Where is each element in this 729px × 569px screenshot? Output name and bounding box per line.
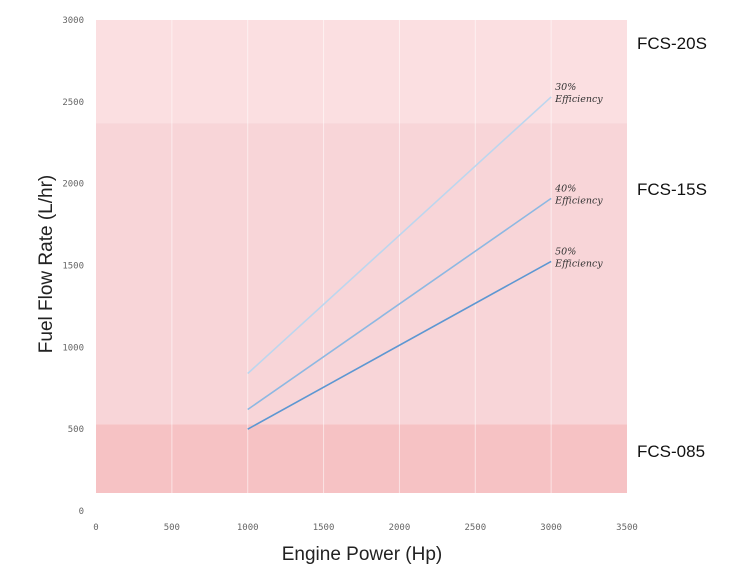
x-tick-label-6: 3000	[540, 523, 562, 533]
x-tick-label-2: 1000	[237, 523, 259, 533]
band-label-1: FCS-15S	[637, 180, 707, 199]
x-tick-label-1: 500	[164, 523, 180, 533]
efficiency-bands	[96, 20, 627, 493]
x-tick-label-5: 2500	[464, 523, 486, 533]
band-labels: FCS-20S FCS-15S FCS-085	[637, 34, 707, 461]
band-0	[96, 20, 627, 123]
y-tick-label-6: 3000	[62, 16, 84, 26]
y-tick-label-2: 1000	[62, 343, 84, 353]
series-label-0-line1: 30%	[555, 82, 576, 93]
series-label-2-line1: 50%	[555, 246, 576, 257]
y-tick-label-5: 2500	[62, 98, 84, 108]
series-label-2-line2: Efficiency	[554, 258, 603, 269]
band-label-0: FCS-20S	[637, 34, 707, 53]
series-label-1-line1: 40%	[554, 183, 576, 194]
y-tick-label-0: 0	[79, 507, 84, 517]
x-tick-label-7: 3500	[616, 523, 638, 533]
y-tick-label-3: 1500	[62, 262, 84, 272]
band-1	[96, 123, 627, 424]
y-axis-title: Fuel Flow Rate (L/hr)	[36, 175, 57, 353]
band-2	[96, 424, 627, 493]
y-tick-labels: 0 500 1000 1500 2000 2500 3000	[62, 16, 84, 517]
x-tick-label-4: 2000	[389, 523, 411, 533]
series-label-0-line2: Efficiency	[554, 94, 603, 105]
y-tick-label-1: 500	[68, 425, 84, 435]
band-label-2: FCS-085	[637, 442, 705, 461]
x-tick-label-0: 0	[93, 523, 98, 533]
x-tick-labels: 0 500 1000 1500 2000 2500 3000 3500	[93, 523, 638, 533]
x-axis-title: Engine Power (Hp)	[282, 544, 443, 565]
series-label-1-line2: Efficiency	[554, 195, 603, 206]
x-tick-label-3: 1500	[313, 523, 335, 533]
y-tick-label-4: 2000	[62, 180, 84, 190]
